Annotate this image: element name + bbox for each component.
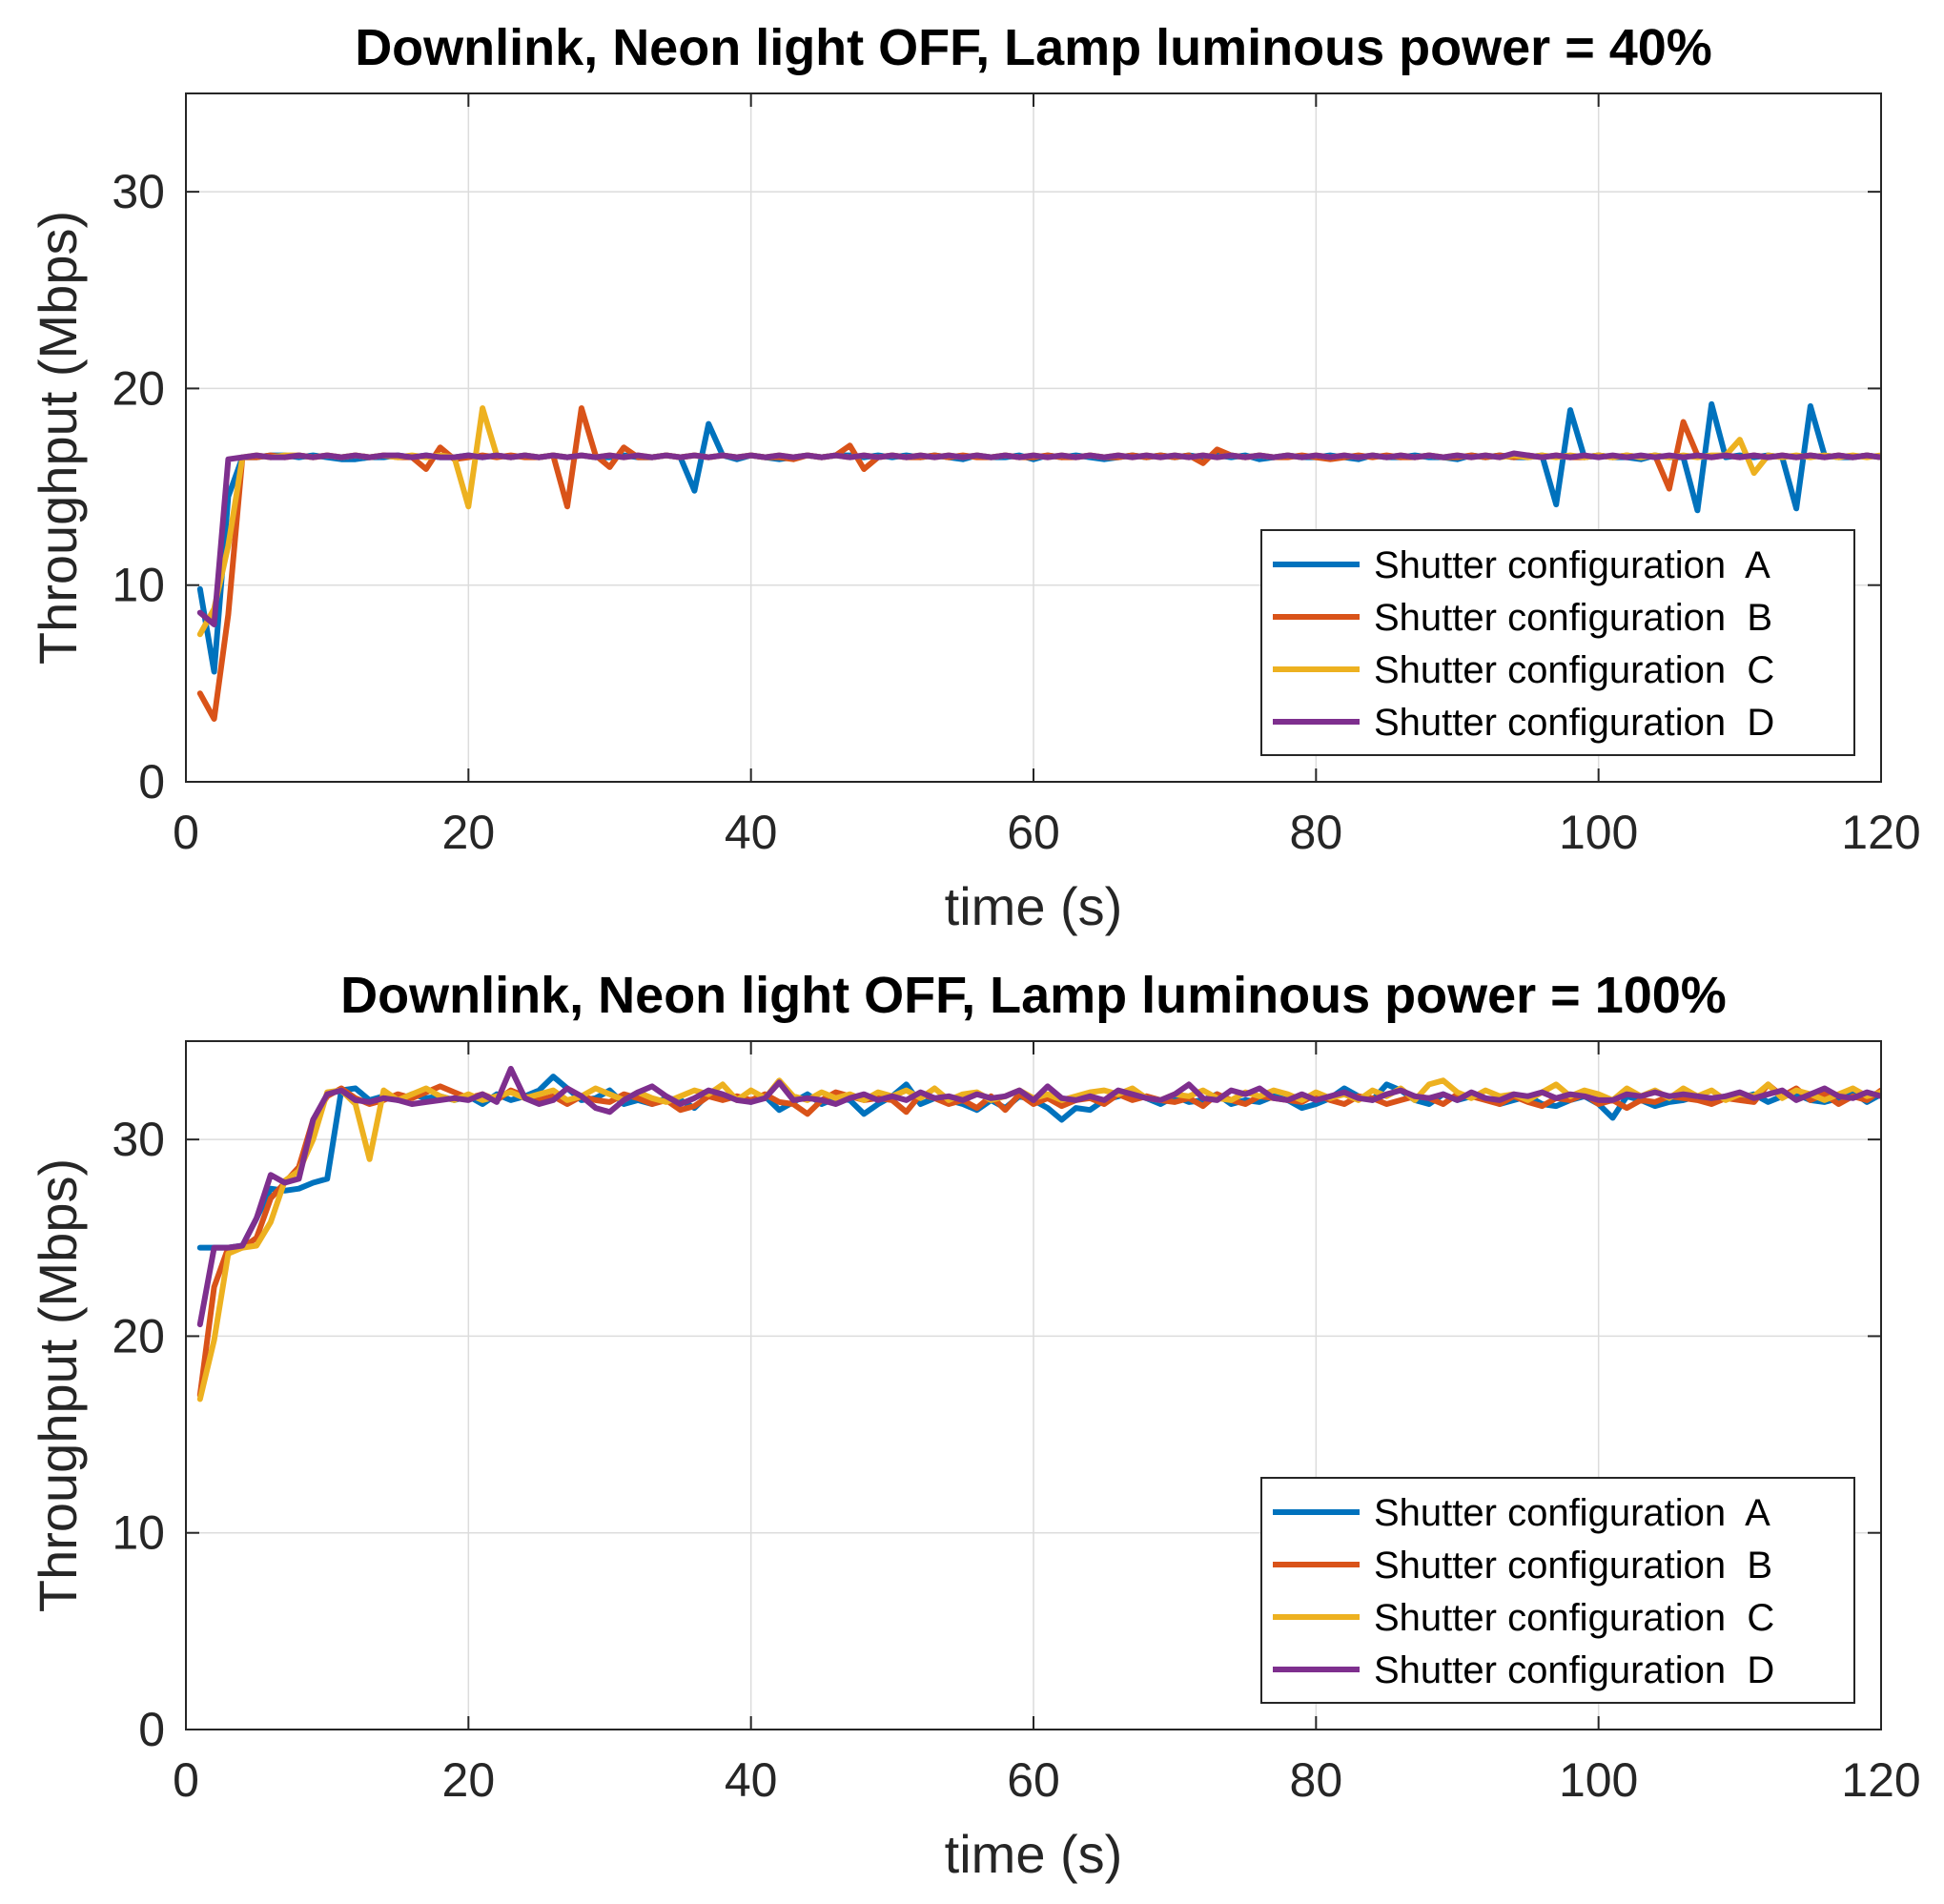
x-tick-label: 60 bbox=[1007, 1753, 1060, 1807]
x-tick-label: 40 bbox=[725, 806, 778, 859]
x-tick-label: 80 bbox=[1290, 1753, 1343, 1807]
series-line-d bbox=[196, 1065, 1881, 1328]
y-tick-label: 0 bbox=[138, 755, 165, 809]
legend: Shutter configuration A Shutter configura… bbox=[1260, 529, 1855, 756]
y-axis-label: Throughput (Mbps) bbox=[28, 211, 88, 665]
axes-frame bbox=[185, 1040, 1882, 1730]
x-tick-label: 40 bbox=[725, 1753, 778, 1807]
x-tick-label: 0 bbox=[173, 806, 199, 859]
legend-label-b: Shutter configuration B bbox=[1374, 597, 1772, 639]
legend-box bbox=[1260, 1477, 1855, 1704]
y-tick-label: 0 bbox=[138, 1703, 165, 1756]
x-tick-label: 120 bbox=[1841, 806, 1920, 859]
y-tick-label: 20 bbox=[112, 361, 165, 415]
legend-label-a: Shutter configuration A bbox=[1374, 544, 1770, 586]
y-tick-label: 30 bbox=[112, 165, 165, 218]
series-group bbox=[196, 400, 1881, 722]
y-tick-label: 10 bbox=[112, 559, 165, 612]
x-tick-label: 80 bbox=[1290, 806, 1343, 859]
x-tick-label: 0 bbox=[173, 1753, 199, 1807]
x-tick-label: 120 bbox=[1841, 1753, 1920, 1807]
series-line-d bbox=[196, 450, 1881, 627]
x-tick-label: 20 bbox=[442, 806, 496, 859]
y-tick-label: 30 bbox=[112, 1113, 165, 1166]
x-tick-label: 100 bbox=[1559, 1753, 1638, 1807]
x-tick-label: 20 bbox=[442, 1753, 496, 1807]
series-group bbox=[196, 1065, 1881, 1402]
x-axis-label: time (s) bbox=[945, 876, 1123, 936]
legend-label-a: Shutter configuration A bbox=[1374, 1492, 1770, 1534]
legend-label-c: Shutter configuration C bbox=[1374, 649, 1774, 691]
x-tick-label: 100 bbox=[1559, 806, 1638, 859]
legend-label-d: Shutter configuration D bbox=[1374, 1649, 1774, 1691]
legend-box bbox=[1260, 529, 1855, 756]
legend-label-c: Shutter configuration C bbox=[1374, 1597, 1774, 1639]
legend-label-b: Shutter configuration B bbox=[1374, 1545, 1772, 1587]
legend: Shutter configuration A Shutter configura… bbox=[1260, 1477, 1855, 1704]
chart-title: Downlink, Neon light OFF, Lamp luminous … bbox=[355, 19, 1712, 76]
axes-frame bbox=[185, 92, 1882, 783]
y-axis-label: Throughput (Mbps) bbox=[28, 1158, 88, 1612]
y-tick-label: 20 bbox=[112, 1309, 165, 1362]
chart-title: Downlink, Neon light OFF, Lamp luminous … bbox=[340, 967, 1727, 1024]
x-tick-label: 60 bbox=[1007, 806, 1060, 859]
y-tick-label: 10 bbox=[112, 1506, 165, 1560]
chart-1: 0 20 40 60 80 100 120 0 10 20 30 Downlink, Neon lig… bbox=[28, 19, 1921, 936]
chart-2: 0 20 40 60 80 100 120 0 10 20 30 Downlink, Neon lig… bbox=[28, 967, 1921, 1884]
legend-label-d: Shutter configuration D bbox=[1374, 702, 1774, 744]
x-axis-label: time (s) bbox=[945, 1824, 1123, 1884]
